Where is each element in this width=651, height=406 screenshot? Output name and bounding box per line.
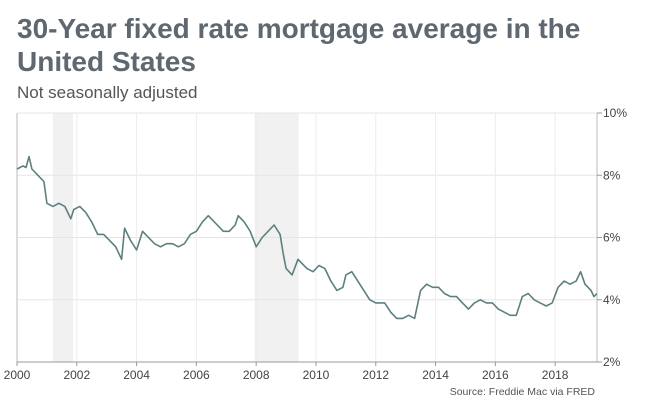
y-tick-label-8: 8%: [603, 168, 621, 182]
x-tick-label-2010: 2010: [303, 368, 330, 382]
source-note: Source: Freddie Mac via FRED: [450, 386, 596, 398]
y-tick-label-10: 10%: [603, 106, 627, 120]
y-tick-label-2: 2%: [603, 355, 621, 369]
x-tick-label-2008: 2008: [243, 368, 270, 382]
x-tick-label-2006: 2006: [183, 368, 210, 382]
x-tick-label-2000: 2000: [4, 368, 31, 382]
x-tick-label-2004: 2004: [123, 368, 150, 382]
x-tick-label-2018: 2018: [542, 368, 569, 382]
x-tick-label-2012: 2012: [362, 368, 389, 382]
y-tick-label-6: 6%: [603, 231, 621, 245]
x-tick-label-2014: 2014: [422, 368, 449, 382]
chart-subtitle: Not seasonally adjusted: [17, 83, 198, 102]
y-tick-label-4: 4%: [603, 293, 621, 307]
x-tick-label-2002: 2002: [63, 368, 90, 382]
series-line-1: [16, 155, 598, 320]
x-tick-label-2016: 2016: [482, 368, 509, 382]
chart-title: 30-Year fixed rate mortgage average in t…: [17, 13, 581, 77]
